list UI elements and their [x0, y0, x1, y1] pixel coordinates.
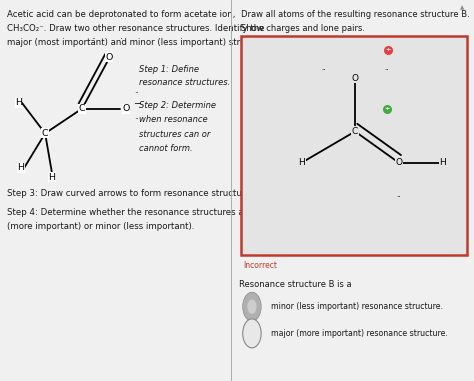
- Text: +: +: [385, 47, 391, 52]
- Text: C: C: [352, 127, 358, 136]
- Text: when resonance: when resonance: [139, 115, 208, 124]
- Text: major (most important) and minor (less important) structures.: major (most important) and minor (less i…: [7, 38, 275, 48]
- Text: minor (less important) resonance structure.: minor (less important) resonance structu…: [271, 302, 443, 311]
- Text: Incorrect: Incorrect: [244, 261, 277, 270]
- Text: Step 2: Determine: Step 2: Determine: [139, 101, 216, 110]
- Text: ··: ··: [384, 67, 389, 74]
- Text: C: C: [79, 104, 85, 113]
- Text: structures can or: structures can or: [139, 130, 210, 139]
- Text: Step 4: Determine whether the resonance structures are major: Step 4: Determine whether the resonance …: [7, 208, 280, 217]
- Text: ··: ··: [134, 115, 138, 124]
- Text: CH₃CO₂⁻. Draw two other resonance structures. Identify the: CH₃CO₂⁻. Draw two other resonance struct…: [7, 24, 264, 33]
- Circle shape: [243, 319, 261, 348]
- Text: H: H: [15, 98, 22, 107]
- Text: cannot form.: cannot form.: [139, 144, 192, 153]
- Text: O: O: [122, 104, 130, 113]
- Text: −: −: [134, 98, 142, 107]
- Text: H: H: [298, 158, 305, 167]
- Text: H: H: [439, 158, 446, 167]
- Circle shape: [247, 299, 256, 314]
- Text: Draw all atoms of the resulting resonance structure B.: Draw all atoms of the resulting resonanc…: [241, 10, 470, 19]
- Text: ▲: ▲: [460, 6, 464, 11]
- Text: Acetic acid can be deprotonated to form acetate ion,: Acetic acid can be deprotonated to form …: [7, 10, 235, 19]
- Text: O: O: [105, 53, 112, 62]
- Text: H: H: [18, 163, 24, 172]
- Text: C: C: [42, 129, 48, 138]
- Text: ··: ··: [397, 194, 401, 200]
- Text: ··: ··: [91, 35, 96, 44]
- Text: O: O: [352, 74, 359, 83]
- Text: Resonance structure B is a: Resonance structure B is a: [238, 280, 351, 289]
- FancyBboxPatch shape: [241, 36, 467, 255]
- Text: Step 3: Draw curved arrows to form resonance structures.: Step 3: Draw curved arrows to form reson…: [7, 189, 257, 198]
- Text: resonance structures.: resonance structures.: [139, 78, 230, 87]
- Text: ·: ·: [120, 35, 123, 44]
- Text: Show charges and lone pairs.: Show charges and lone pairs.: [241, 24, 365, 33]
- Text: ··: ··: [134, 90, 138, 99]
- Text: (more important) or minor (less important).: (more important) or minor (less importan…: [7, 222, 194, 231]
- Text: major (more important) resonance structure.: major (more important) resonance structu…: [271, 329, 448, 338]
- Text: Step 1: Define: Step 1: Define: [139, 65, 199, 74]
- Text: O: O: [395, 158, 402, 167]
- Text: H: H: [48, 173, 55, 182]
- Circle shape: [243, 292, 261, 321]
- Text: ··: ··: [321, 67, 326, 74]
- Text: +: +: [384, 106, 389, 111]
